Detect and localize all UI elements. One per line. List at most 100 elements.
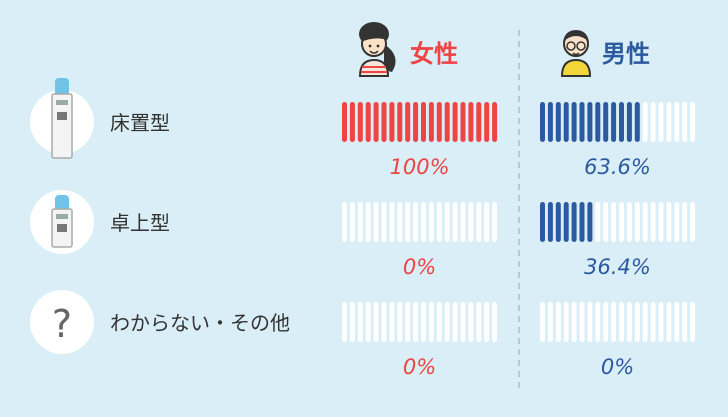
bar-0-2 [342, 302, 498, 342]
bar-segment-filled [555, 202, 561, 242]
water-server-floor-icon [30, 78, 94, 159]
bar-segment-filled [484, 102, 490, 142]
bar-segment-empty [444, 302, 450, 342]
bar-segment-empty [365, 302, 371, 342]
bar-segment-filled [611, 102, 617, 142]
bar-segment-empty [413, 202, 419, 242]
bar-segment-filled [571, 102, 577, 142]
bar-segment-empty [595, 302, 601, 342]
bar-1-0 [540, 102, 696, 142]
bar-segment-empty [634, 202, 640, 242]
bar-segment-empty [357, 202, 363, 242]
bar-segment-filled [555, 102, 561, 142]
bar-segment-empty [642, 302, 648, 342]
male-avatar-icon [560, 30, 592, 77]
bar-segment-empty [650, 102, 656, 142]
bar-segment-filled [460, 102, 466, 142]
bar-segment-empty [436, 202, 442, 242]
bar-segment-empty [460, 202, 466, 242]
bar-segment-empty [428, 302, 434, 342]
bar-segment-empty [492, 202, 498, 242]
bar-segment-empty [634, 302, 640, 342]
bar-segment-empty [405, 302, 411, 342]
bar-segment-filled [634, 102, 640, 142]
bar-segment-empty [555, 302, 561, 342]
bar-segment-filled [421, 102, 426, 142]
bar-segment-empty [365, 202, 371, 242]
bar-0-0 [342, 102, 498, 142]
bar-segment-empty [611, 302, 617, 342]
bar-segment-empty [619, 202, 624, 242]
bar-segment-empty [436, 302, 442, 342]
bar-segment-empty [349, 202, 355, 242]
bar-segment-empty [381, 302, 387, 342]
bar-segment-empty [682, 302, 688, 342]
bar-segment-filled [389, 102, 395, 142]
bar-segment-empty [603, 302, 609, 342]
bar-segment-filled [563, 202, 569, 242]
bar-segment-filled [413, 102, 419, 142]
bar-segment-empty [373, 302, 379, 342]
bar-segment-empty [405, 202, 411, 242]
bar-segment-filled [587, 202, 593, 242]
bar-segment-filled [626, 102, 632, 142]
bar-segment-empty [658, 302, 664, 342]
bar-segment-empty [666, 202, 672, 242]
bar-segment-empty [666, 302, 672, 342]
bar-segment-empty [579, 302, 585, 342]
svg-text:?: ? [52, 302, 72, 346]
bar-segment-filled [595, 102, 601, 142]
bar-segment-filled [563, 102, 569, 142]
bar-segment-empty [682, 202, 688, 242]
bar-segment-empty [690, 202, 696, 242]
male-header-label: 男性 [602, 40, 650, 68]
value-label: 0% [403, 255, 436, 279]
bar-segment-empty [397, 202, 403, 242]
bar-segment-empty [492, 302, 498, 342]
bar-segment-empty [484, 302, 490, 342]
value-label: 100% [390, 155, 450, 179]
bar-segment-filled [603, 102, 609, 142]
bar-segment-empty [642, 102, 648, 142]
bar-segment-empty [611, 202, 617, 242]
bar-segment-filled [397, 102, 403, 142]
bar-segment-empty [650, 202, 656, 242]
bar-segment-empty [357, 302, 363, 342]
bar-segment-empty [690, 102, 696, 142]
bar-segment-empty [428, 202, 434, 242]
bar-segment-empty [642, 202, 648, 242]
bar-segment-filled [357, 102, 363, 142]
bar-segment-filled [405, 102, 411, 142]
bar-segment-empty [540, 302, 545, 342]
bar-segment-filled [428, 102, 434, 142]
bar-segment-filled [468, 102, 474, 142]
bar-1-1 [540, 202, 696, 242]
bar-segment-empty [452, 302, 458, 342]
category-label: わからない・その他 [110, 311, 290, 335]
bar-segment-empty [563, 302, 569, 342]
bar-segment-empty [476, 302, 482, 342]
bar-segment-filled [476, 102, 482, 142]
bar-segment-empty [666, 102, 672, 142]
value-label: 36.4% [584, 255, 651, 279]
bar-segment-empty [349, 302, 355, 342]
bar-segment-empty [658, 102, 664, 142]
bar-segment-filled [452, 102, 458, 142]
bar-segment-empty [460, 302, 466, 342]
bar-segment-empty [484, 202, 490, 242]
bar-segment-empty [397, 302, 403, 342]
bar-segment-empty [381, 202, 387, 242]
bar-segment-filled [342, 102, 347, 142]
bar-segment-empty [682, 102, 688, 142]
bar-1-2 [540, 302, 696, 342]
bar-segment-filled [619, 102, 624, 142]
bar-segment-empty [587, 302, 593, 342]
bar-segment-filled [365, 102, 371, 142]
bar-segment-empty [571, 302, 577, 342]
category-label: 卓上型 [110, 211, 170, 235]
bar-segment-empty [595, 202, 601, 242]
bar-segment-empty [674, 202, 680, 242]
bar-segment-empty [413, 302, 419, 342]
bar-segment-empty [468, 302, 474, 342]
